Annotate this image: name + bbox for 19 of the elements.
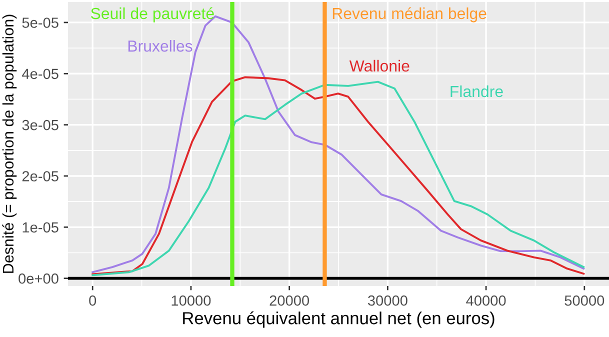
x-axis-title: Revenu équivalent annuel net (en euros) xyxy=(183,311,494,328)
x-tick-label: 10000 xyxy=(172,295,211,306)
text: Flandre xyxy=(450,85,503,98)
ref-line-label: Revenu médian belge xyxy=(332,7,486,22)
y-tick-label: 0e+00 xyxy=(18,273,58,284)
y-tick-label: 1e-05 xyxy=(22,222,58,233)
ref-line-label: Seuil de pauvreté xyxy=(90,7,214,22)
x-tick-label: 50000 xyxy=(564,295,604,306)
y-axis-title: Desnité (= proportion de la population) xyxy=(2,14,17,273)
y-tick-label: 5e-05 xyxy=(22,18,58,28)
y-tick-label: 3e-05 xyxy=(22,120,58,130)
series-label: Bruxelles xyxy=(128,40,192,52)
x-tick-label: 20000 xyxy=(270,295,310,306)
y-tick-label: 4e-05 xyxy=(22,68,58,80)
x-tick-label: 40000 xyxy=(466,295,506,306)
x-tick-label: 0 xyxy=(89,295,96,306)
x-tick-label: 30000 xyxy=(368,295,408,306)
series-label: Wallonie xyxy=(349,60,410,72)
y-tick-label: 2e-05 xyxy=(22,171,58,182)
